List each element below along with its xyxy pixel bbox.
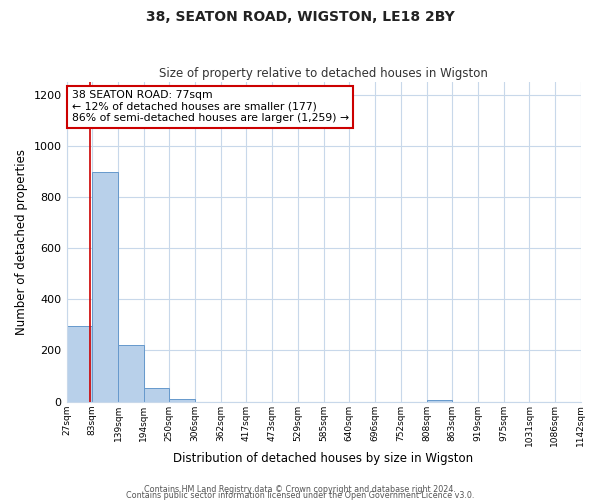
Bar <box>67 326 92 402</box>
Text: 38, SEATON ROAD, WIGSTON, LE18 2BY: 38, SEATON ROAD, WIGSTON, LE18 2BY <box>146 10 454 24</box>
Bar <box>169 399 195 402</box>
Text: Contains HM Land Registry data © Crown copyright and database right 2024.: Contains HM Land Registry data © Crown c… <box>144 485 456 494</box>
Text: Contains public sector information licensed under the Open Government Licence v3: Contains public sector information licen… <box>126 491 474 500</box>
Bar <box>118 346 143 402</box>
Bar <box>427 400 452 402</box>
Y-axis label: Number of detached properties: Number of detached properties <box>15 149 28 335</box>
Bar <box>92 172 118 402</box>
Bar <box>143 388 169 402</box>
Text: 38 SEATON ROAD: 77sqm
← 12% of detached houses are smaller (177)
86% of semi-det: 38 SEATON ROAD: 77sqm ← 12% of detached … <box>71 90 349 123</box>
X-axis label: Distribution of detached houses by size in Wigston: Distribution of detached houses by size … <box>173 452 473 465</box>
Title: Size of property relative to detached houses in Wigston: Size of property relative to detached ho… <box>159 66 488 80</box>
